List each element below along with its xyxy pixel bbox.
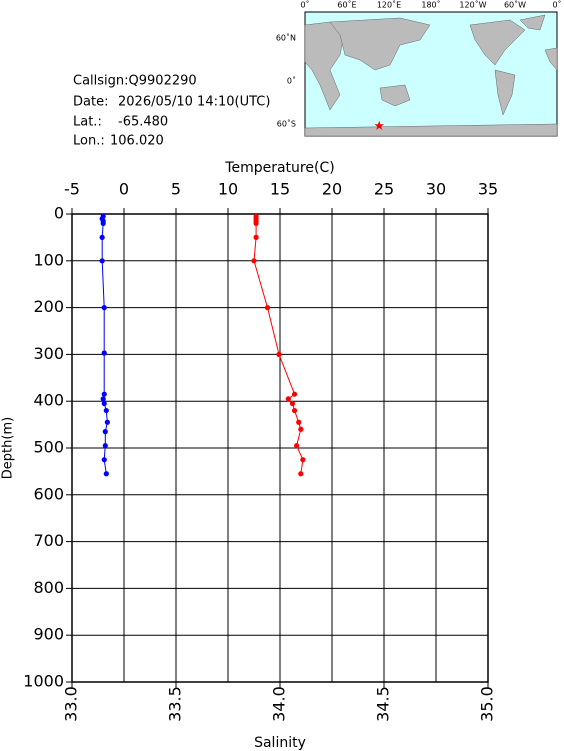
x-tick-label: 5 bbox=[171, 180, 181, 199]
profile-point bbox=[103, 407, 109, 414]
x-tick-label: 15 bbox=[270, 180, 290, 199]
lat-label: Lat.: bbox=[73, 115, 102, 130]
profile-point bbox=[103, 471, 109, 477]
y-tick-label: 700 bbox=[33, 531, 64, 550]
profile-point bbox=[300, 457, 306, 463]
map bbox=[304, 11, 558, 137]
y-tick-label: 300 bbox=[33, 344, 64, 363]
profile-point bbox=[251, 258, 257, 264]
y-tick-label: 800 bbox=[33, 578, 64, 597]
map-lon-label: 0˚ bbox=[552, 0, 561, 10]
profile-point bbox=[101, 457, 107, 463]
y-tick-label: 900 bbox=[33, 625, 64, 644]
map-lat-label: 60˚S bbox=[277, 119, 296, 129]
profile-point bbox=[298, 426, 304, 432]
plot-frame bbox=[71, 213, 489, 683]
map-lat-label: 60˚N bbox=[276, 33, 296, 43]
profile-point bbox=[253, 220, 259, 226]
map-lon-label: 60˚E bbox=[337, 0, 356, 10]
profile-point bbox=[298, 471, 304, 477]
x-tick-label: 10 bbox=[218, 180, 238, 199]
profile-point bbox=[296, 419, 302, 425]
location-star bbox=[374, 120, 384, 130]
profile-point bbox=[291, 391, 298, 397]
map-lat-label: 0˚ bbox=[287, 76, 296, 86]
profile-point bbox=[253, 234, 259, 240]
callsign: Callsign:Q9902290 bbox=[73, 74, 197, 89]
date: 2026/05/10 14:10(UTC) bbox=[118, 95, 270, 110]
profile-point bbox=[291, 407, 298, 414]
map-land bbox=[304, 14, 558, 137]
y-tick-label: 500 bbox=[33, 438, 64, 457]
y-tick-label: 1000 bbox=[23, 672, 64, 691]
profile-point bbox=[101, 400, 107, 407]
profile-point bbox=[99, 258, 105, 264]
x-tick-label: 20 bbox=[322, 180, 342, 199]
y-tick-label: 200 bbox=[33, 297, 64, 316]
x-tick-label: 30 bbox=[426, 180, 446, 199]
x2-tick-label: 33.0 bbox=[62, 686, 81, 722]
profile-point bbox=[285, 396, 291, 402]
lon-label: Lon.: bbox=[73, 134, 105, 149]
date-label: Date: bbox=[73, 95, 108, 110]
lat: -65.480 bbox=[118, 115, 168, 130]
y-axis-title: Depth(m) bbox=[1, 417, 16, 479]
profile-point bbox=[100, 396, 106, 402]
profile-point bbox=[264, 305, 271, 311]
profile-point bbox=[101, 305, 107, 311]
profile-point bbox=[289, 400, 296, 407]
profile-line bbox=[253, 216, 304, 474]
profile-point bbox=[100, 220, 106, 226]
profile-point bbox=[102, 443, 108, 449]
map-lon-label: 60˚W bbox=[504, 0, 526, 10]
y-tick-label: 0 bbox=[54, 204, 64, 223]
x2-axis-title: Salinity bbox=[254, 735, 306, 751]
x-tick-label: 25 bbox=[374, 180, 394, 199]
lon: 106.020 bbox=[110, 134, 164, 149]
x-axis-title: Temperature(C) bbox=[224, 160, 334, 176]
y-tick-label: 100 bbox=[33, 250, 64, 269]
x2-tick-label: 33.5 bbox=[166, 686, 185, 722]
profile-point bbox=[99, 234, 105, 240]
map-lon-label: 180˚ bbox=[421, 0, 440, 10]
y-tick-label: 600 bbox=[33, 484, 64, 503]
profile-point bbox=[276, 351, 282, 357]
map-lon-label: 0˚ bbox=[300, 0, 309, 10]
map-lon-label: 120˚W bbox=[459, 0, 486, 10]
x-tick-label: 35 bbox=[478, 180, 498, 199]
x-tick-label: -5 bbox=[64, 180, 80, 199]
x2-tick-label: 35.0 bbox=[478, 686, 497, 722]
x2-tick-label: 34.5 bbox=[374, 686, 393, 722]
profile-point bbox=[101, 350, 107, 356]
x2-tick-label: 34.0 bbox=[270, 686, 289, 722]
x-tick-label: 0 bbox=[119, 180, 129, 199]
y-tick-label: 400 bbox=[33, 391, 64, 410]
profile-point bbox=[294, 443, 300, 449]
profile-point bbox=[102, 429, 108, 435]
profile-point bbox=[101, 391, 107, 397]
profile-line bbox=[101, 216, 108, 474]
map-lon-label: 120˚E bbox=[377, 0, 401, 10]
profile-point bbox=[104, 419, 110, 425]
